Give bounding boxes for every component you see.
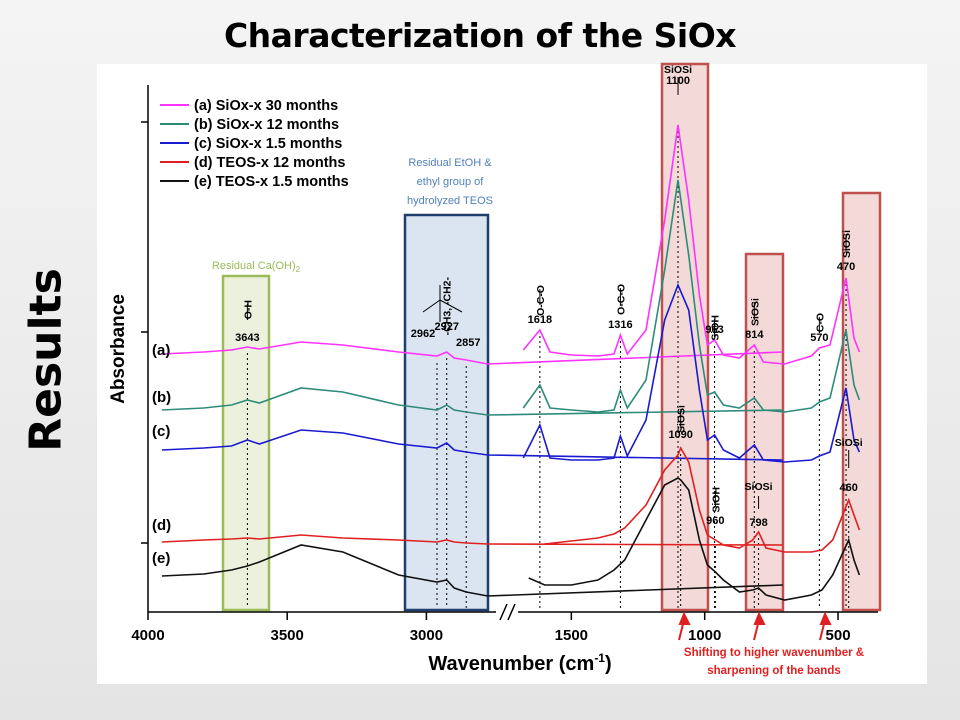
etoh-annotation-line-2: ethyl group of — [417, 176, 485, 188]
series-letter-labels: (a) (b) (c) (d) (e) — [152, 342, 171, 567]
shift-arrow-1 — [678, 611, 691, 641]
peak-label-1618: 1618 — [528, 314, 552, 326]
peak-label-1090: 1090 — [668, 429, 692, 441]
legend-entry-2: (b) SiOx-x 12 months — [194, 117, 339, 133]
peak-label-2927: 2927 — [434, 321, 458, 333]
peak-label-470: 470 — [837, 261, 855, 273]
group-label-4: SiOSi — [664, 64, 692, 76]
x-axis-label-close: ) — [605, 653, 612, 675]
shift-arrow-2-head — [753, 611, 766, 625]
etoh-annotation-line-1: Residual EtOH & — [408, 157, 492, 169]
group-label-10: SiOH — [710, 487, 722, 513]
shift-arrow-3-head — [819, 611, 832, 625]
group-label-9: SiOSi — [676, 405, 688, 433]
ch-bracket-right — [439, 299, 463, 313]
series-label-3: (c) — [152, 423, 170, 440]
shift-note-line-1: Shifting to higher wavenumber & — [684, 647, 864, 659]
peak-label-460: 460 — [840, 482, 858, 494]
shift-arrow-2 — [753, 611, 766, 641]
peak-label-3643: 3643 — [235, 332, 259, 344]
legend: (a) SiOx-x 30 months (b) SiOx-x 12 months… — [160, 98, 349, 190]
legend-entry-4: (d) TEOS-x 12 months — [194, 155, 345, 171]
axes — [141, 85, 878, 621]
axis-break-mark-2 — [507, 603, 516, 621]
x-axis-label-unit-exp: -1 — [594, 651, 605, 665]
ch-bracket — [422, 285, 463, 322]
group-label-2: O-C-O — [535, 285, 547, 316]
group-label-0: O-H — [242, 300, 254, 319]
x-tick-label-500: 500 — [826, 627, 851, 644]
x-tick-label-1500: 1500 — [555, 627, 588, 644]
x-tick-label-4000: 4000 — [131, 627, 164, 644]
y-axis-label: Absorbance — [108, 294, 129, 404]
series-line-2 — [161, 179, 861, 416]
legend-entry-1: (a) SiOx-x 30 months — [194, 98, 338, 114]
etoh-annotation-line-3: hydrolyzed TEOS — [407, 195, 493, 207]
group-label-12: SiOSi — [835, 437, 863, 449]
x-ticks: 4000 3500 3000 1500 1000 500 — [131, 612, 851, 644]
series-line-4 — [161, 446, 861, 553]
x-tick-label-1000: 1000 — [688, 627, 721, 644]
group-label-6: SiOSi — [749, 298, 761, 326]
ch-bracket-left — [422, 299, 441, 313]
axis-break-mark-1 — [499, 603, 508, 621]
peak-label-1316: 1316 — [608, 319, 632, 331]
legend-entry-5: (e) TEOS-x 1.5 months — [194, 174, 349, 190]
series-label-1: (a) — [152, 342, 170, 359]
group-label-7: C-O — [814, 313, 826, 332]
group-labels: O-H -CH3, -CH2- O-C-O O-C-O SiOSi SiOH SiOSi C-… — [242, 64, 862, 513]
shift-arrow-3 — [819, 611, 832, 641]
series-line-3 — [161, 282, 861, 463]
peak-label-960: 960 — [706, 515, 724, 527]
peak-label-798: 798 — [749, 517, 767, 529]
x-axis-label-main: Wavenumber (cm — [428, 653, 594, 675]
group-label-8: SiOSi — [841, 230, 853, 258]
shift-arrow-1-head — [678, 611, 691, 625]
peak-label-814: 814 — [745, 329, 764, 341]
series-label-5: (e) — [152, 550, 170, 567]
peak-label-570: 570 — [810, 332, 828, 344]
group-label-3: O-C-O — [615, 284, 627, 315]
series-label-2: (b) — [152, 389, 171, 406]
series-label-4: (d) — [152, 517, 171, 534]
x-tick-label-3500: 3500 — [271, 627, 304, 644]
slide-title: Characterization of the SiOx — [223, 16, 737, 55]
series-line-1 — [161, 124, 861, 365]
peak-label-2962: 2962 — [411, 328, 435, 340]
spectra-series — [161, 124, 861, 601]
x-axis-label: Wavenumber (cm-1) — [428, 651, 611, 675]
caoh2-annotation-sub: 2 — [296, 265, 301, 274]
etoh-highlight-box — [403, 213, 490, 612]
x-tick-label-3000: 3000 — [410, 627, 443, 644]
series-line-5 — [161, 477, 861, 601]
peak-label-2857: 2857 — [456, 337, 480, 349]
legend-entry-3: (c) SiOx-x 1.5 months — [194, 136, 342, 152]
siosi-1100-highlight-box — [660, 62, 710, 612]
shift-arrows — [678, 611, 832, 641]
caoh2-annotation-text: Residual Ca(OH) — [212, 260, 296, 272]
group-label-1: -CH3, -CH2- — [442, 277, 454, 336]
group-label-5: SiOH — [710, 315, 722, 341]
caoh2-annotation: Residual Ca(OH)2 — [212, 260, 301, 274]
group-label-11: SiOSi — [745, 481, 773, 493]
shift-note-line-2: sharpening of the bands — [707, 665, 841, 677]
